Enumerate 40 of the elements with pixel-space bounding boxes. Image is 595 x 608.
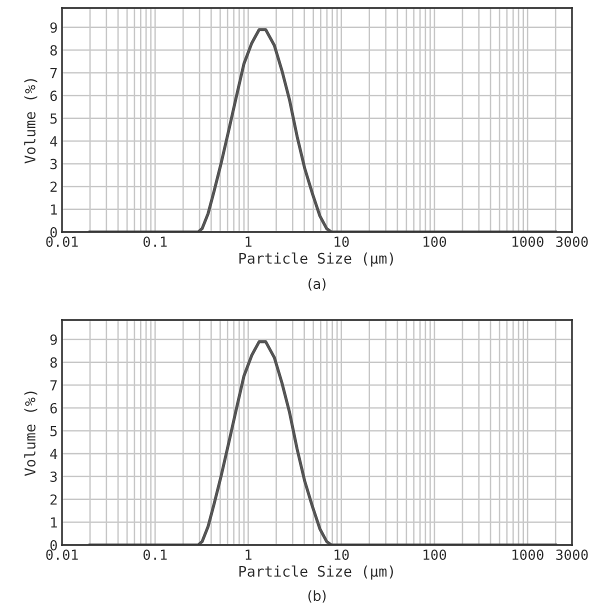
y-tick-label: 4 xyxy=(50,448,58,459)
x-tick-label: 1000 xyxy=(512,236,544,247)
x-tick-label: 100 xyxy=(424,549,446,560)
x-tick-label: 0.01 xyxy=(46,236,78,247)
y-tick-label: 5 xyxy=(50,113,57,124)
y-tick-label: 2 xyxy=(50,494,57,505)
text: (b) xyxy=(308,590,326,603)
y-tick-label: 7 xyxy=(50,68,57,78)
x-tick-label: 3000 xyxy=(556,549,588,560)
x-axis-title: Particle Size (μm) xyxy=(239,565,393,580)
x-tick-label: 10 xyxy=(334,236,349,247)
y-tick-label: 1 xyxy=(51,517,57,528)
y-tick-label: 8 xyxy=(50,357,57,368)
y-tick-label: 1 xyxy=(51,204,57,215)
text: (a) xyxy=(308,278,326,291)
y-tick-label: 8 xyxy=(50,45,57,56)
y-tick-label: 0 xyxy=(50,227,57,238)
x-tick-label: 0.01 xyxy=(46,549,78,560)
x-tick-label: 0.1 xyxy=(143,236,167,247)
x-tick-label: 1 xyxy=(246,550,252,560)
y-tick-label: 0 xyxy=(50,540,57,551)
y-tick-label: 4 xyxy=(50,136,58,146)
x-axis-title: Particle Size (μm) xyxy=(239,252,393,267)
y-tick-label: 6 xyxy=(50,402,57,414)
x-tick-label: 3000 xyxy=(556,236,588,247)
y-tick-label: 7 xyxy=(50,380,57,390)
x-tick-label: 1000 xyxy=(512,549,544,560)
y-tick-label: 9 xyxy=(50,334,57,345)
y-tick-label: 6 xyxy=(50,90,57,102)
y-axis-title: Volume (%) xyxy=(24,392,38,476)
y-tick-label: 2 xyxy=(50,182,57,192)
y-axis-title: Volume (%) xyxy=(24,79,38,164)
x-tick-label: 0.1 xyxy=(143,549,167,560)
x-tick-label: 1 xyxy=(246,236,252,247)
x-tick-label: 10 xyxy=(334,549,349,560)
x-tick-label: 100 xyxy=(424,236,446,247)
y-tick-label: 9 xyxy=(50,22,57,33)
y-tick-label: 3 xyxy=(50,158,57,170)
y-tick-label: 3 xyxy=(50,471,57,482)
y-tick-label: 5 xyxy=(50,426,57,436)
